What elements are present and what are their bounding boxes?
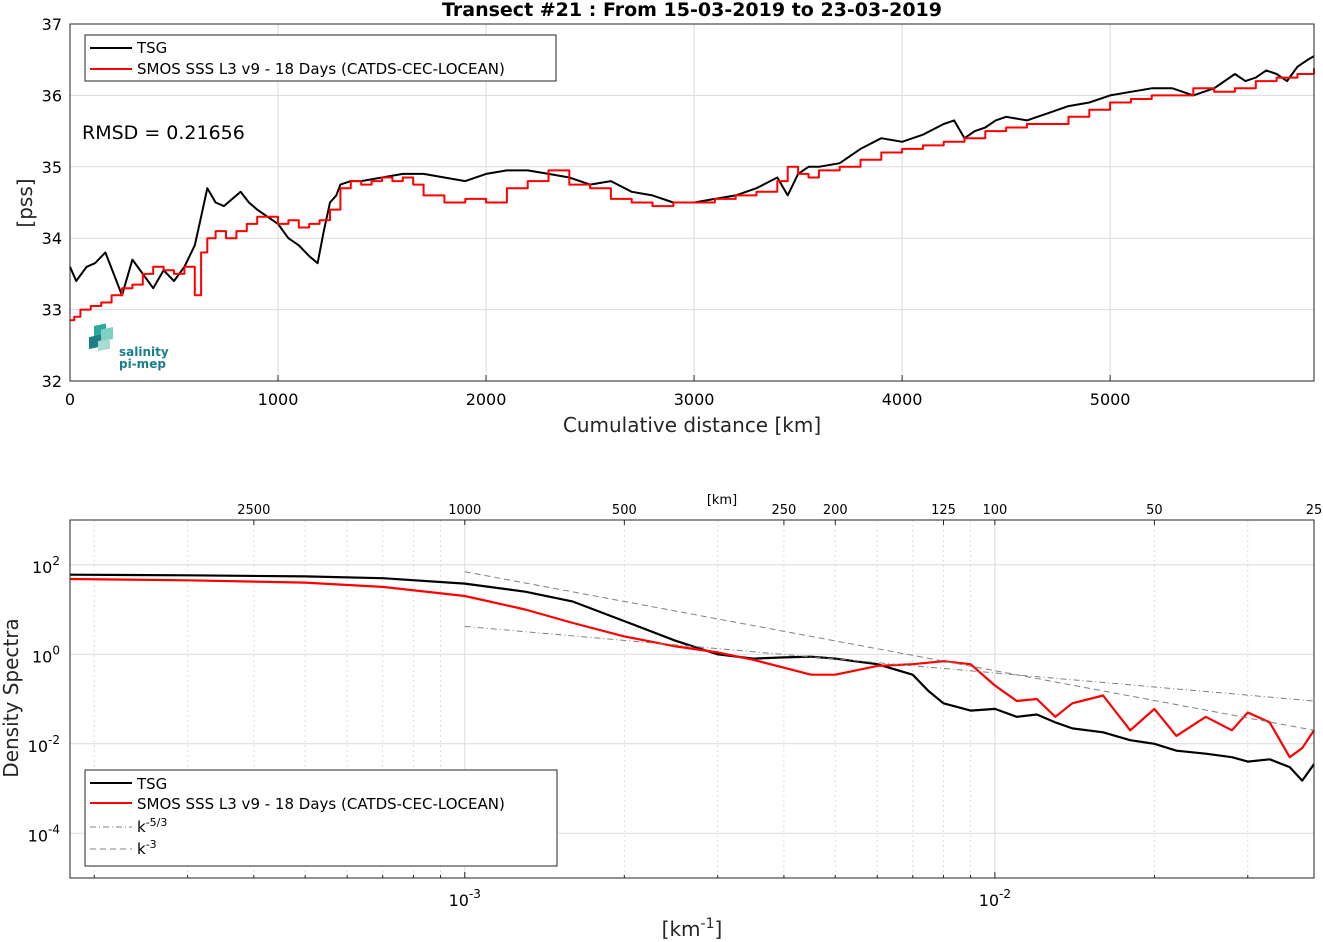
smos-series-line bbox=[70, 68, 1315, 322]
bottom-y-tick-label: 10-2 bbox=[28, 733, 60, 756]
top-y-tick-label: 32 bbox=[42, 372, 62, 391]
logo-icon bbox=[89, 323, 113, 352]
logo-text-line1: salinity bbox=[119, 345, 169, 359]
bottom-top-tick-label: 125 bbox=[931, 503, 956, 518]
density-spectra-chart: 102 100 10-2 10-4 10-3 10-2 2500 1000 500 250 200 1… bbox=[0, 493, 1322, 941]
top-axis-unit-label: [km] bbox=[707, 493, 737, 508]
logo-text-line2: pi-mep bbox=[119, 357, 166, 371]
salinity-transect-chart: Transect #21 : From 15-03-2019 to 23-03-… bbox=[13, 0, 1315, 437]
bottom-legend-label-k3: k-3 bbox=[137, 838, 157, 858]
top-series-group bbox=[69, 55, 1315, 322]
bottom-x-tick-label: 10-2 bbox=[979, 887, 1011, 910]
bottom-legend-label-tsg: TSG bbox=[136, 775, 167, 793]
top-x-tick-label: 0 bbox=[65, 390, 75, 409]
bottom-top-tick-label: 250 bbox=[771, 503, 796, 518]
top-legend: TSG SMOS SSS L3 v9 - 18 Days (CATDS-CEC-… bbox=[84, 34, 557, 82]
top-y-tick-label: 34 bbox=[42, 229, 62, 248]
top-legend-box bbox=[84, 34, 557, 82]
top-plot-frame bbox=[69, 23, 1315, 382]
top-y-tick-label: 37 bbox=[42, 15, 62, 34]
top-x-tick-label: 1000 bbox=[258, 390, 299, 409]
bottom-top-tick-label: 2500 bbox=[237, 503, 270, 518]
top-y-tick-label: 35 bbox=[42, 158, 62, 177]
top-legend-label-tsg: TSG bbox=[136, 39, 167, 57]
smos-spectrum-line bbox=[69, 577, 1315, 759]
bottom-x-tick-label: 10-3 bbox=[449, 887, 481, 910]
bottom-x-axis-label-text: [km-1] bbox=[662, 916, 723, 941]
bottom-y-tick-label: 102 bbox=[32, 554, 60, 577]
k3-reference-line bbox=[464, 571, 1315, 731]
salinity-pi-mep-logo: salinity pi-mep bbox=[89, 323, 169, 371]
bottom-y-axis-label: Density Spectra bbox=[0, 618, 23, 777]
bottom-tick-labels: 102 100 10-2 10-4 10-3 10-2 2500 1000 500 250 200 1… bbox=[28, 503, 1323, 910]
bottom-series-group bbox=[69, 571, 1315, 782]
bottom-legend-label-k53: k-5/3 bbox=[137, 816, 167, 836]
tsg-series-line bbox=[69, 55, 1315, 297]
top-x-tick-label: 5000 bbox=[1090, 390, 1131, 409]
bottom-top-tick-label: 100 bbox=[982, 503, 1007, 518]
bottom-legend-box bbox=[84, 769, 558, 867]
top-tick-labels: 0 1000 2000 3000 4000 5000 32 33 34 35 36 37 bbox=[42, 15, 1131, 409]
top-y-tick-label: 36 bbox=[42, 86, 62, 105]
top-y-axis-label: [pss] bbox=[13, 178, 37, 227]
bottom-top-tick-label: 25 bbox=[1306, 503, 1323, 518]
top-x-axis-label: Cumulative distance [km] bbox=[563, 413, 821, 437]
bottom-x-axis-label: [km-1] bbox=[662, 916, 723, 941]
top-x-tick-label: 3000 bbox=[674, 390, 715, 409]
bottom-top-tick-label: 50 bbox=[1146, 503, 1163, 518]
bottom-y-tick-label: 10-4 bbox=[28, 822, 60, 845]
bottom-y-tick-label: 100 bbox=[32, 643, 60, 666]
bottom-plot-frame bbox=[69, 519, 1315, 879]
top-y-tick-label: 33 bbox=[42, 301, 62, 320]
top-legend-label-smos: SMOS SSS L3 v9 - 18 Days (CATDS-CEC-LOCE… bbox=[137, 60, 505, 78]
bottom-legend: TSG SMOS SSS L3 v9 - 18 Days (CATDS-CEC-… bbox=[84, 769, 558, 867]
rmsd-annotation: RMSD = 0.21656 bbox=[82, 122, 245, 144]
bottom-top-tick-label: 500 bbox=[612, 503, 637, 518]
bottom-legend-label-smos: SMOS SSS L3 v9 - 18 Days (CATDS-CEC-LOCE… bbox=[137, 795, 505, 813]
k53-reference-line bbox=[464, 625, 1315, 702]
chart-title: Transect #21 : From 15-03-2019 to 23-03-… bbox=[442, 0, 942, 21]
top-x-tick-label: 2000 bbox=[466, 390, 507, 409]
top-x-tick-label: 4000 bbox=[882, 390, 923, 409]
tsg-spectrum-line bbox=[69, 573, 1315, 782]
bottom-top-tick-label: 200 bbox=[823, 503, 848, 518]
bottom-top-tick-label: 1000 bbox=[448, 503, 481, 518]
